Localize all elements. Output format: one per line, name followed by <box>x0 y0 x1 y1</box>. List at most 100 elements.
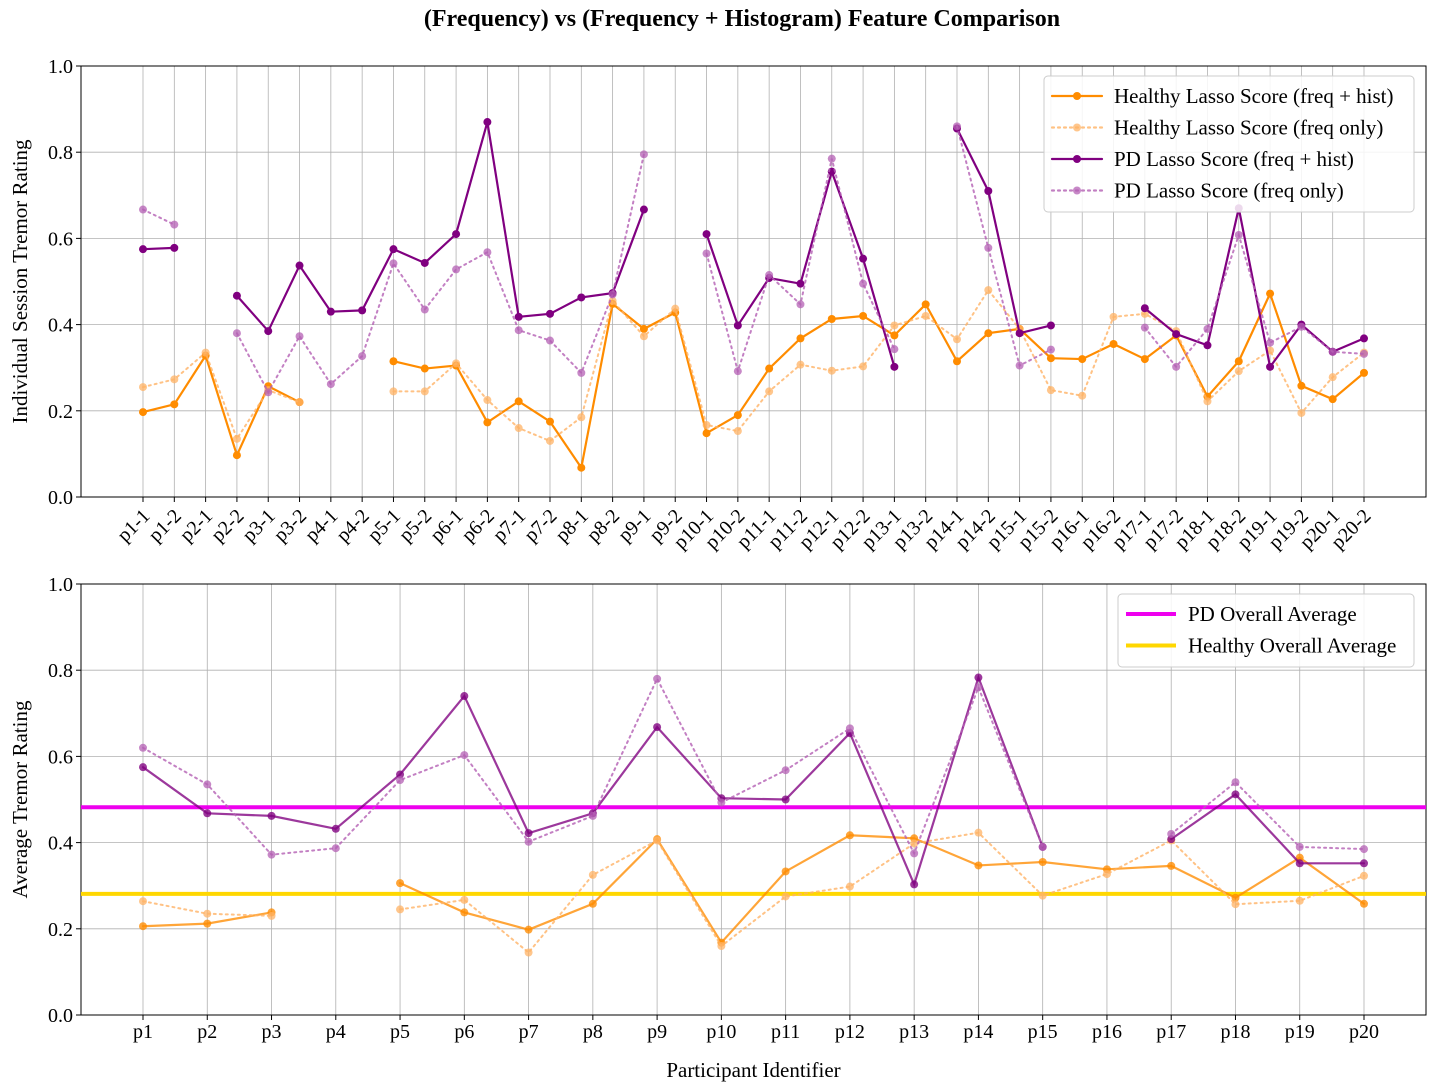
series-line <box>142 208 176 226</box>
data-point <box>460 751 469 760</box>
data-point <box>139 897 147 906</box>
data-point <box>267 911 276 920</box>
data-point <box>921 311 930 320</box>
data-point <box>267 850 276 859</box>
data-point <box>1360 859 1368 868</box>
data-point <box>1109 339 1118 348</box>
x-tick-label: p15 <box>1028 1021 1058 1043</box>
data-point <box>483 418 492 427</box>
data-point <box>733 367 742 376</box>
data-point <box>452 359 461 368</box>
data-point <box>1046 386 1055 395</box>
data-point <box>1360 845 1368 854</box>
data-point <box>974 861 983 870</box>
data-point <box>331 824 340 833</box>
data-point <box>232 291 241 300</box>
data-point <box>1078 391 1087 400</box>
data-point <box>910 849 919 858</box>
data-point <box>1203 324 1212 333</box>
data-point <box>577 368 586 377</box>
data-point <box>139 205 147 214</box>
data-point <box>1140 355 1149 364</box>
legend-marker <box>1073 186 1081 195</box>
data-point <box>984 286 993 295</box>
data-point <box>170 375 179 384</box>
data-point <box>170 243 179 252</box>
data-point <box>1015 329 1024 338</box>
data-point <box>1360 899 1368 908</box>
y-tick-label: 0.0 <box>48 487 73 509</box>
legend-marker <box>1073 92 1081 100</box>
data-point <box>1234 230 1243 239</box>
legend-label: PD Overall Average <box>1188 602 1357 626</box>
data-point <box>1167 861 1176 870</box>
data-point <box>588 811 597 820</box>
data-point <box>232 451 241 460</box>
data-point <box>1328 395 1337 404</box>
data-point <box>460 908 469 917</box>
data-point <box>890 331 899 340</box>
x-tick-label: p10 <box>706 1021 736 1043</box>
series-2 <box>139 673 1368 889</box>
data-point <box>232 329 241 338</box>
data-point <box>1360 334 1368 343</box>
x-axis-label: Participant Identifier <box>666 1058 840 1082</box>
data-point <box>1172 330 1181 339</box>
data-point <box>1231 893 1240 902</box>
data-point <box>389 245 398 254</box>
x-tick-label: p17 <box>1156 1021 1186 1043</box>
data-point <box>420 305 429 314</box>
x-tick-label: p18 <box>1220 1021 1250 1043</box>
data-point <box>524 837 533 846</box>
data-point <box>639 205 648 214</box>
x-tick-label: p20 <box>1349 1021 1379 1043</box>
data-point <box>139 408 147 417</box>
data-point <box>1297 322 1306 331</box>
data-point <box>577 293 586 302</box>
y-tick-label: 0.2 <box>48 401 73 423</box>
series-line <box>142 676 1044 856</box>
data-point <box>984 243 993 252</box>
series-line <box>1170 780 1365 851</box>
data-point <box>653 723 662 732</box>
data-point <box>389 387 398 396</box>
series-line <box>142 350 301 442</box>
legend-label: Healthy Lasso Score (freq + hist) <box>1114 84 1394 108</box>
x-tick-label: p16 <box>1092 1021 1122 1043</box>
data-point <box>546 309 554 318</box>
data-point <box>733 411 742 420</box>
data-point <box>765 271 774 280</box>
data-point <box>859 362 868 371</box>
data-point <box>1231 900 1240 909</box>
data-point <box>483 248 492 257</box>
legend-box <box>1043 75 1415 213</box>
data-point <box>1360 368 1368 377</box>
data-point <box>1172 362 1181 371</box>
data-point <box>827 314 836 323</box>
data-point <box>953 335 961 344</box>
series-line <box>1170 792 1366 865</box>
data-point <box>577 463 586 472</box>
data-point <box>483 396 492 405</box>
data-point <box>1038 891 1047 900</box>
figure-title: (Frequency) vs (Frequency + Histogram) F… <box>424 6 1060 32</box>
y-tick-label: 0.8 <box>48 660 73 682</box>
data-point <box>984 329 993 338</box>
data-point <box>1295 842 1304 851</box>
data-point <box>974 683 983 692</box>
data-point <box>608 290 617 299</box>
data-point <box>524 925 533 934</box>
data-point <box>653 836 662 845</box>
data-point <box>203 909 212 918</box>
data-point <box>546 436 554 445</box>
data-point <box>1109 312 1118 321</box>
data-point <box>1046 345 1055 354</box>
x-tick-label: p8 <box>583 1021 603 1043</box>
data-point <box>781 892 790 901</box>
data-point <box>1328 373 1337 382</box>
data-point <box>1140 304 1149 313</box>
data-point <box>639 324 648 333</box>
y-tick-label: 0.4 <box>48 315 73 337</box>
data-point <box>139 922 147 931</box>
